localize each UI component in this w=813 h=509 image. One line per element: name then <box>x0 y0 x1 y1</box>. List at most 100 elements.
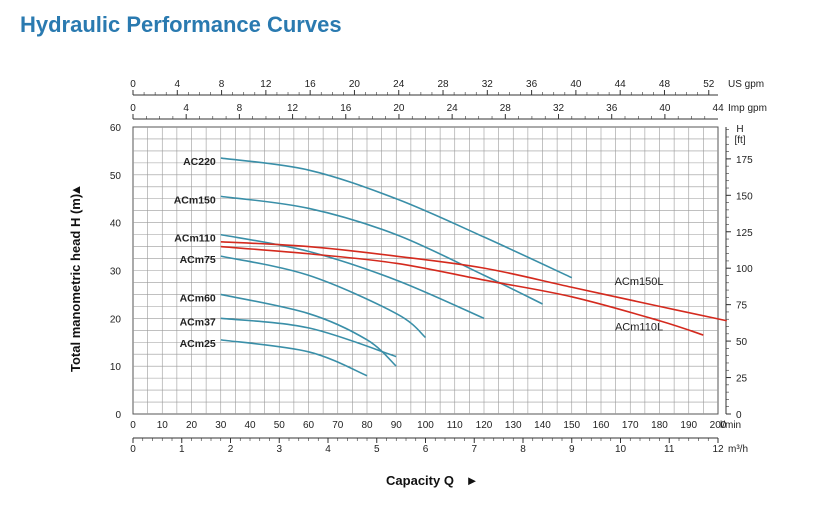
right-tick-label: 175 <box>736 155 753 166</box>
page-title: Hydraulic Performance Curves <box>20 12 342 37</box>
lmin-tick-label: 80 <box>361 420 373 431</box>
curve-label-acm75: ACm75 <box>180 254 216 266</box>
curve-acm110l <box>220 245 704 336</box>
m3h-scale-tick-label: 1 <box>179 444 185 455</box>
right-tick-label: 150 <box>736 191 753 202</box>
y-tick-label: 50 <box>110 171 122 182</box>
m3h-scale-tick-label: 10 <box>615 444 627 455</box>
m3h-scale-tick-label: 8 <box>520 444 526 455</box>
right-tick-label: 0 <box>736 410 742 421</box>
curve-acm150l <box>220 241 727 322</box>
right-tick-label: 125 <box>736 228 753 239</box>
labels: AC220 ACm150 ACm110 ACm75 ACm60 ACm37 ACm25 ACm… <box>174 156 664 350</box>
curve-acm75 <box>220 255 427 339</box>
curve-label-acm37: ACm37 <box>180 316 216 328</box>
curve-label-ac220: AC220 <box>183 156 216 168</box>
y-tick-label: 0 <box>115 410 121 421</box>
us-gpm-scale-tick-label: 48 <box>659 79 671 90</box>
right-axis-unit-h: H <box>736 124 743 135</box>
lmin-tick-label: 40 <box>244 420 256 431</box>
y-tick-label: 10 <box>110 362 122 373</box>
lmin-tick-label: 90 <box>391 420 403 431</box>
lmin-tick-label: 160 <box>593 420 610 431</box>
imp-gpm-scale-tick-label: 12 <box>287 103 299 114</box>
y-tick-label: 40 <box>110 219 122 230</box>
imp-gpm-scale-tick-label: 44 <box>713 103 725 114</box>
us-gpm-scale-tick-label: 4 <box>175 79 181 90</box>
m3h-scale-tick-label: 2 <box>228 444 234 455</box>
right-tick-label: 75 <box>736 301 748 312</box>
us-gpm-scale-tick-label: 52 <box>703 79 715 90</box>
imp-gpm-scale-tick-label: 4 <box>183 103 189 114</box>
right-tick-label: 100 <box>736 264 753 275</box>
m3h-scale-tick-label: 9 <box>569 444 575 455</box>
y-axis-arrow: ▲ <box>68 184 83 197</box>
imp-gpm-scale-tick-label: 20 <box>393 103 405 114</box>
x-axis-title: Capacity Q <box>386 473 454 488</box>
right-tick-label: 25 <box>736 374 748 385</box>
lmin-tick-label: 110 <box>447 420 463 431</box>
us-gpm-scale-tick-label: 0 <box>130 79 136 90</box>
m3h-scale-unit: m³/h <box>728 444 748 455</box>
m3h-scale-tick-label: 0 <box>130 444 136 455</box>
y-tick-label: 20 <box>110 314 122 325</box>
y-axis-title: Total manometric head H (m) <box>68 194 83 372</box>
right-tick-label: 50 <box>736 337 748 348</box>
curve-ac220 <box>220 157 573 279</box>
us-gpm-scale-tick-label: 28 <box>437 79 449 90</box>
curve-label-acm150l: ACm150L <box>615 276 664 288</box>
m3h-scale-tick-label: 4 <box>325 444 331 455</box>
lmin-tick-label: 180 <box>651 420 668 431</box>
imp-gpm-scale-tick-label: 32 <box>553 103 565 114</box>
m3h-scale-tick-label: 5 <box>374 444 380 455</box>
lmin-tick-label: 140 <box>534 420 551 431</box>
y-tick-label: 60 <box>110 123 122 134</box>
curve-label-acm110l: ACm110L <box>615 321 663 333</box>
us-gpm-scale-tick-label: 16 <box>305 79 317 90</box>
lmin-tick-label: 200 <box>710 420 727 431</box>
m3h-scale-tick-label: 6 <box>423 444 429 455</box>
curve-label-acm150: ACm150 <box>174 194 216 206</box>
lmin-tick-label: 190 <box>680 420 697 431</box>
curve-acm110 <box>220 233 485 320</box>
right-axis-unit-ft: [ft] <box>734 135 745 146</box>
m3h-scale-tick-label: 12 <box>712 444 724 455</box>
grid <box>132 126 719 415</box>
us-gpm-scale-tick-label: 12 <box>260 79 272 90</box>
imp-gpm-scale-tick-label: 28 <box>500 103 512 114</box>
us-gpm-scale-tick-label: 44 <box>615 79 627 90</box>
lmin-tick-label: 100 <box>417 420 434 431</box>
lmin-tick-label: 150 <box>563 420 580 431</box>
lmin-tick-label: 130 <box>505 420 522 431</box>
m3h-scale-tick-label: 7 <box>471 444 477 455</box>
us-gpm-scale-tick-label: 8 <box>219 79 225 90</box>
lmin-tick-label: 50 <box>274 420 286 431</box>
lmin-tick-label: 10 <box>157 420 169 431</box>
imp-gpm-scale-tick-label: 0 <box>130 103 136 114</box>
curves <box>220 157 727 377</box>
us-gpm-scale-unit: US gpm <box>728 79 764 90</box>
lmin-tick-label: 170 <box>622 420 639 431</box>
lmin-tick-label: 30 <box>215 420 227 431</box>
imp-gpm-scale-tick-label: 24 <box>447 103 459 114</box>
imp-gpm-scale-tick-label: 36 <box>606 103 618 114</box>
x-axis-arrow: ► <box>466 473 479 488</box>
curve-acm25 <box>220 339 368 377</box>
us-gpm-scale-tick-label: 40 <box>570 79 582 90</box>
us-gpm-scale-tick-label: 20 <box>349 79 361 90</box>
curve-acm37 <box>220 317 397 358</box>
imp-gpm-scale-tick-label: 8 <box>237 103 243 114</box>
lmin-tick-label: 120 <box>476 420 493 431</box>
lmin-tick-label: 60 <box>303 420 315 431</box>
lmin-tick-label: 0 <box>130 420 136 431</box>
us-gpm-scale-tick-label: 24 <box>393 79 405 90</box>
curve-label-acm110: ACm110 <box>174 233 216 245</box>
us-gpm-scale-tick-label: 32 <box>482 79 494 90</box>
imp-gpm-scale-tick-label: 16 <box>340 103 352 114</box>
m3h-scale-tick-label: 11 <box>664 444 675 455</box>
lmin-tick-label: 20 <box>186 420 198 431</box>
lmin-tick-label: 70 <box>332 420 344 431</box>
y-tick-label: 30 <box>110 267 122 278</box>
